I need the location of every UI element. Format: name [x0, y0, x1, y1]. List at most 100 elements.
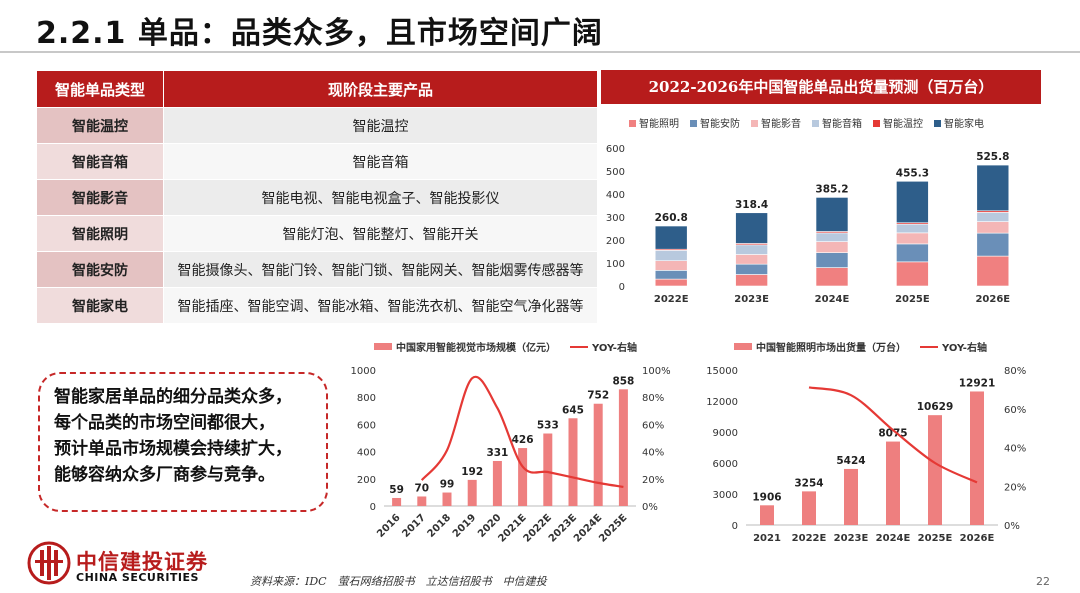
legend-label: YOY-右轴	[941, 341, 987, 354]
total-label: 318.4	[735, 199, 768, 211]
y2-tick-label: 80%	[1004, 366, 1026, 377]
data-label: 5424	[836, 455, 865, 467]
bar-segment	[815, 241, 849, 253]
legend-swatch	[374, 343, 392, 350]
x-tick-label: 2016	[375, 512, 402, 539]
data-label: 858	[612, 375, 634, 387]
y-tick-label: 400	[357, 448, 376, 459]
bar-segment	[815, 267, 849, 287]
total-label: 455.3	[896, 167, 929, 179]
legend-swatch	[751, 120, 758, 127]
data-label: 59	[389, 484, 404, 496]
logo-name-cn: 中信建投证券	[76, 549, 208, 574]
legend-label: 智能影音	[761, 117, 801, 130]
data-label: 99	[440, 479, 455, 491]
bar	[467, 479, 477, 506]
table-cell-products: 智能摄像头、智能门铃、智能门锁、智能网关、智能烟雾传感器等	[163, 251, 598, 288]
legend-label: 智能温控	[883, 117, 923, 130]
bar-segment	[654, 250, 688, 262]
bar-segment	[815, 197, 849, 232]
legend-label: 中国家用智能视觉市场规模（亿元）	[396, 341, 556, 354]
y-tick-label: 200	[357, 475, 376, 486]
total-label: 385.2	[815, 183, 848, 195]
logo-name-en: CHINA SECURITIES	[76, 571, 199, 584]
y2-tick-label: 40%	[1004, 444, 1026, 455]
bar-segment	[976, 164, 1010, 212]
data-label: 70	[414, 482, 429, 494]
smart-lighting-shipment-chart: 中国智能照明市场出货量（万台） YOY-右轴 0 3000 6000 9000 12000 1…	[706, 341, 1026, 544]
y-tick-label: 3000	[713, 490, 738, 501]
bar	[417, 496, 427, 506]
table-cell-type: 智能温控	[36, 107, 164, 144]
y-tick-label: 800	[357, 393, 376, 404]
y-tick-label: 0	[619, 282, 625, 293]
x-tick-label: 2021	[753, 533, 781, 544]
legend-label: 智能照明	[639, 117, 679, 130]
x-tick-label: 2026E	[975, 294, 1010, 305]
x-tick-label: 2018	[426, 512, 453, 539]
bar-segment	[896, 223, 929, 234]
bar-segment	[976, 212, 1010, 222]
y-tick-label: 500	[606, 167, 625, 178]
bar-segment	[976, 255, 1010, 287]
table-row: 智能音箱 智能音箱	[36, 143, 598, 180]
x-tick-label: 2025E	[597, 512, 629, 544]
title-divider	[0, 51, 1080, 53]
x-tick-label: 2025E	[895, 294, 930, 305]
bar-segment	[735, 212, 768, 244]
table-cell-products: 智能插座、智能空调、智能冰箱、智能洗衣机、智能空气净化器等	[163, 287, 598, 324]
bar	[618, 389, 628, 506]
y-tick-label: 12000	[706, 397, 738, 408]
yoy-line	[420, 375, 624, 489]
x-tick-label: 2022E	[654, 294, 689, 305]
table-row: 智能影音 智能电视、智能电视盒子、智能投影仪	[36, 179, 598, 216]
y-tick-label: 100	[606, 259, 625, 270]
source-note: 资料来源：IDC 萤石网络招股书 立达信招股书 中信建投	[250, 575, 547, 588]
y-tick-label: 200	[606, 236, 625, 247]
y-tick-label: 9000	[713, 428, 738, 439]
bar-segment	[815, 232, 849, 242]
data-label: 331	[486, 447, 508, 459]
x-tick-label: 2023E	[834, 533, 869, 544]
y-tick-label: 600	[606, 144, 625, 155]
bar-segment	[654, 225, 688, 250]
bar-segment	[976, 221, 1010, 234]
bar-segment	[735, 254, 768, 265]
y2-tick-label: 60%	[1004, 405, 1026, 416]
yoy-line	[808, 386, 978, 484]
y2-tick-label: 20%	[642, 475, 664, 486]
bar-segment	[896, 180, 929, 224]
x-tick-label: 2017	[400, 512, 427, 539]
y-tick-label: 15000	[706, 366, 738, 377]
bar	[492, 460, 502, 506]
bar	[760, 505, 774, 525]
bar	[802, 491, 816, 525]
bar	[970, 391, 984, 525]
y2-tick-label: 20%	[1004, 482, 1026, 493]
table-cell-type: 智能家电	[36, 287, 164, 324]
x-tick-label: 2019	[451, 512, 478, 539]
smart-vision-market-chart: 中国家用智能视觉市场规模（亿元） YOY-右轴 0 200 400 600 800 1000 0…	[351, 341, 671, 544]
bar	[543, 433, 553, 506]
bar	[392, 497, 402, 506]
x-tick-label: 2025E	[918, 533, 953, 544]
data-label: 3254	[794, 477, 823, 489]
callout-line: 每个品类的市场空间都很大，	[54, 413, 275, 433]
total-label: 525.8	[976, 151, 1009, 163]
table-cell-type: 智能音箱	[36, 143, 164, 180]
x-tick-label: 2023E	[734, 294, 769, 305]
bar	[844, 468, 858, 525]
total-label: 260.8	[655, 212, 688, 224]
bar-segment	[654, 270, 688, 280]
data-label: 533	[537, 420, 559, 432]
legend-label: 智能安防	[700, 117, 740, 130]
bar	[886, 441, 900, 525]
data-label: 12921	[959, 377, 996, 389]
y2-tick-label: 100%	[642, 366, 671, 377]
data-label: 10629	[917, 401, 954, 413]
legend-swatch	[629, 120, 636, 127]
y2-tick-label: 0%	[642, 502, 658, 513]
y-tick-label: 0	[370, 502, 376, 513]
legend-swatch	[734, 343, 752, 350]
table-row: 智能安防 智能摄像头、智能门铃、智能门锁、智能网关、智能烟雾传感器等	[36, 251, 598, 288]
